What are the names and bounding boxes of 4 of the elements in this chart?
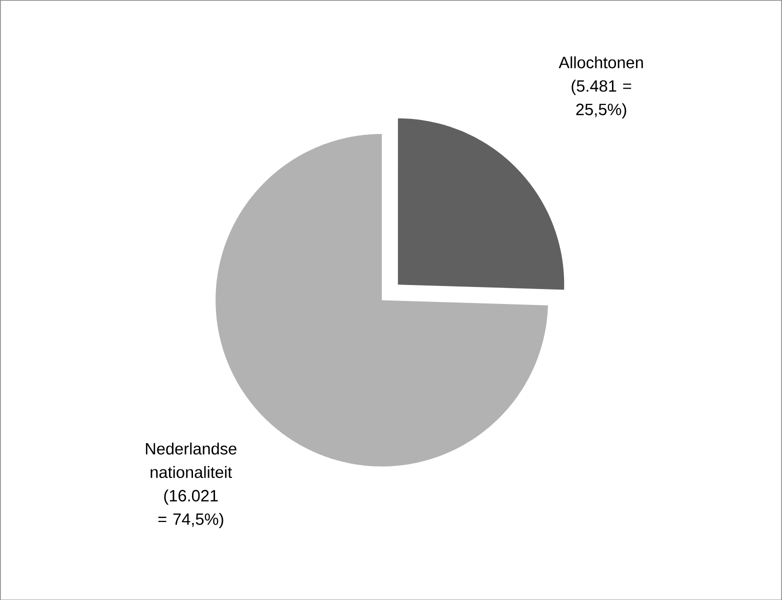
- slice-label: Allochtonen: [558, 56, 643, 68]
- data-label: (5.481 = 25,5%): [572, 80, 632, 118]
- data-label: (16.021 = 74,5%): [158, 489, 224, 528]
- slice-label: Nederlandse nationaliteit: [146, 442, 236, 478]
